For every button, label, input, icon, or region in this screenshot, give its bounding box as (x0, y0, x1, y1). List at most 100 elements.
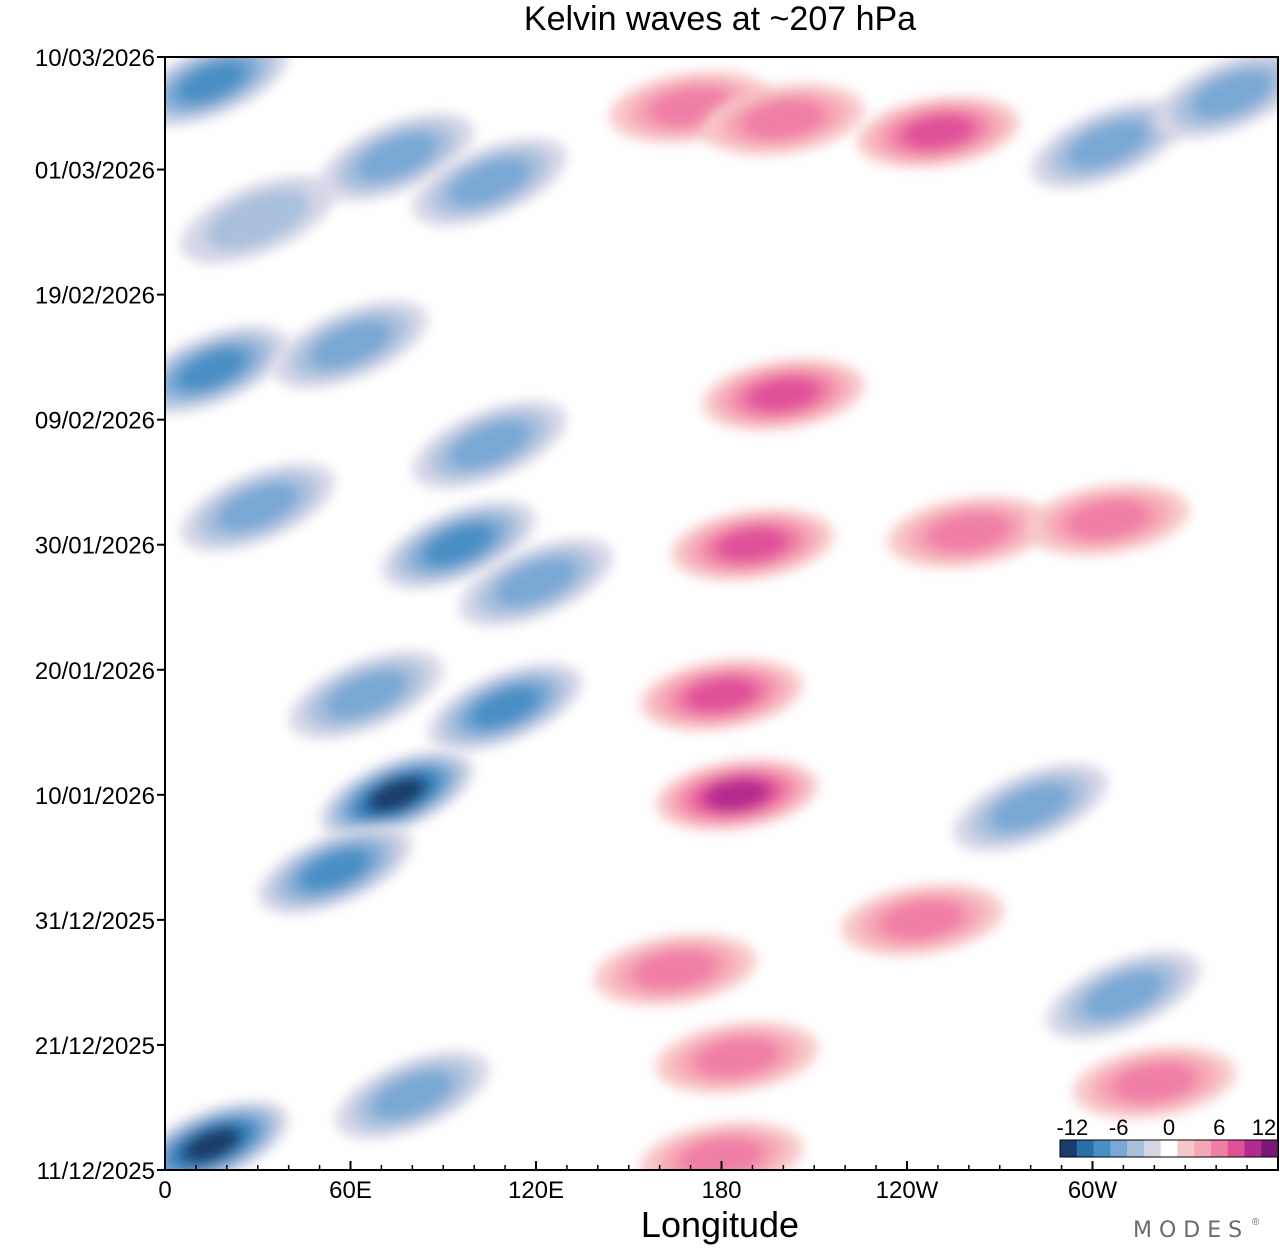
anomaly-contour (183, 1127, 239, 1163)
anomaly-cell (1030, 100, 1186, 189)
anomaly-cell (1026, 484, 1190, 556)
anomaly-contour (448, 157, 531, 207)
anomaly-contour (448, 420, 531, 469)
colorbar-tick-label: -6 (1109, 1115, 1129, 1140)
anomaly-cell (655, 759, 819, 831)
x-axis-label: Longitude (641, 1204, 799, 1245)
anomaly-cell (319, 113, 474, 202)
anomaly-cell (655, 1021, 819, 1094)
watermark-text: MODES (1133, 1218, 1249, 1243)
y-tick-label: 09/02/2026 (35, 408, 155, 435)
anomaly-contour (325, 670, 407, 720)
anomaly-field (165, 57, 1278, 1170)
y-axis: 11/12/2025 21/12/2025 31/12/2025 10/01/2026… (35, 45, 165, 1185)
anomaly-cell (412, 400, 567, 489)
anomaly-cell (1072, 1046, 1236, 1119)
colorbar-swatch (1210, 1140, 1229, 1157)
colorbar-swatch (1127, 1140, 1145, 1157)
colorbar-swatch (1177, 1140, 1195, 1157)
x-tick-label: 180 (701, 1177, 741, 1204)
anomaly-cell (701, 83, 865, 156)
y-tick-label: 31/12/2025 (35, 908, 155, 935)
anomaly-contour (177, 348, 246, 391)
x-tick-label: 120W (876, 1177, 939, 1204)
anomaly-cell (412, 138, 567, 227)
anomaly-contour (990, 783, 1072, 832)
colorbar-swatch (1160, 1140, 1178, 1157)
anomaly-cell (640, 659, 803, 731)
colorbar-tick-label: -12 (1056, 1115, 1088, 1140)
anomaly-cell (180, 175, 335, 264)
anomaly-cell (165, 325, 289, 414)
anomaly-contour (369, 777, 425, 812)
colorbar-legend: -12 -6 0 6 12 (1056, 1115, 1279, 1158)
colorbar-swatch (1194, 1140, 1212, 1157)
anomaly-contour (705, 778, 769, 811)
watermark: MODES ® (1133, 1217, 1260, 1243)
anomaly-contour (879, 899, 966, 941)
x-tick-label: 120E (508, 1177, 564, 1204)
anomaly-contour (1111, 1062, 1198, 1103)
colorbar-swatch (1227, 1140, 1245, 1157)
anomaly-contour (1067, 120, 1149, 169)
anomaly-contour (495, 557, 577, 607)
anomaly-cell (887, 496, 1051, 568)
y-tick-label: 01/03/2026 (35, 158, 155, 185)
colorbar-tick-label: 12 (1252, 1115, 1276, 1140)
anomaly-cell (257, 825, 413, 914)
anomaly-contour (747, 377, 820, 413)
anomaly-contour (926, 511, 1012, 553)
anomaly-contour (1190, 70, 1273, 119)
anomaly-cell (335, 1050, 490, 1139)
anomaly-cell (856, 96, 1020, 168)
anomaly-cell (1046, 950, 1201, 1039)
anomaly-contour (632, 949, 718, 991)
anomaly-cell (319, 750, 474, 839)
anomaly-cell (671, 509, 834, 581)
watermark-registered-mark: ® (1252, 1217, 1260, 1228)
anomaly-cell (593, 934, 757, 1006)
colorbar-swatch (1110, 1140, 1128, 1157)
anomaly-cell (427, 663, 583, 752)
anomaly-contour (685, 677, 758, 713)
anomaly-contour (901, 114, 974, 150)
anomaly-cell (165, 1100, 289, 1170)
anomaly-cell (953, 763, 1108, 852)
anomaly-contour (300, 849, 370, 891)
x-axis: 0 60E 120E 180 120W 60W (158, 1161, 1248, 1204)
anomaly-contour (716, 527, 789, 563)
colorbar-tick-label: 6 (1213, 1115, 1225, 1140)
anomaly-contour (1065, 499, 1151, 540)
colorbar-swatch (1060, 1140, 1078, 1157)
colorbar-swatch (1261, 1140, 1279, 1157)
anomaly-contour (470, 686, 540, 729)
anomaly-contour (309, 320, 392, 369)
anomaly-contour (1082, 970, 1165, 1020)
anomaly-cell (701, 359, 865, 431)
anomaly-cell (165, 57, 289, 127)
chart-title: Kelvin waves at ~207 hPa (524, 0, 916, 38)
y-tick-label: 19/02/2026 (35, 283, 155, 310)
y-tick-label: 10/01/2026 (35, 783, 155, 810)
anomaly-contour (424, 523, 494, 566)
y-tick-label: 21/12/2025 (35, 1033, 155, 1060)
colorbar-swatch (1143, 1140, 1162, 1157)
anomaly-contour (371, 1070, 453, 1120)
x-tick-label: 0 (158, 1177, 171, 1204)
x-tick-label: 60E (329, 1177, 372, 1204)
colorbar-swatch (1244, 1140, 1262, 1157)
anomaly-cell (841, 884, 1004, 956)
anomaly-contour (694, 1037, 780, 1078)
anomaly-cell (273, 300, 428, 389)
anomaly-contour (177, 61, 246, 103)
anomaly-cell (288, 650, 444, 739)
colorbar-frame (1059, 1139, 1279, 1158)
anomaly-cell (640, 1121, 803, 1170)
anomaly-contour (356, 132, 438, 182)
colorbar-tick-label: 0 (1163, 1115, 1175, 1140)
anomaly-cell (458, 538, 614, 627)
y-tick-label: 11/12/2025 (37, 1158, 155, 1185)
colorbar-swatch (1093, 1140, 1111, 1157)
colorbar-swatch (1076, 1140, 1095, 1157)
